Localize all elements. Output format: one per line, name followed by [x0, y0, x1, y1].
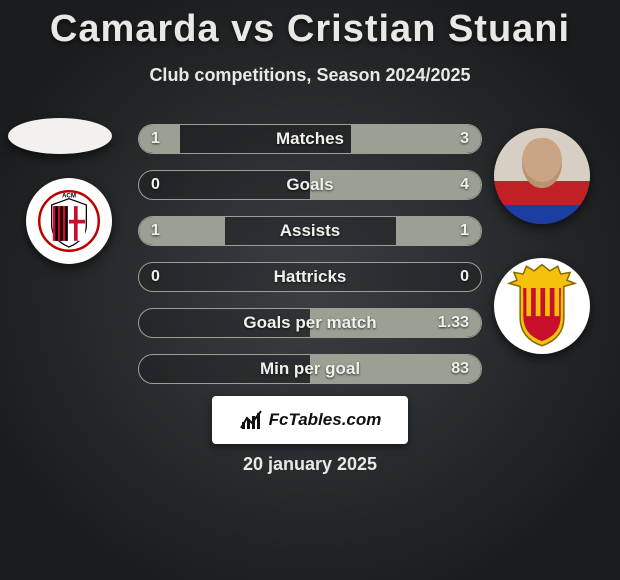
stat-row-goals: 0 Goals 4 — [138, 170, 482, 200]
stat-fill-right — [310, 171, 481, 199]
svg-text:ACM: ACM — [62, 192, 76, 199]
stat-value-right: 1 — [460, 222, 469, 240]
stat-value-left: 0 — [151, 176, 160, 194]
brand-text: FcTables.com — [269, 410, 382, 430]
player-left-avatar — [8, 118, 112, 154]
stat-label: Hattricks — [274, 267, 347, 287]
stat-value-left: 1 — [151, 222, 160, 240]
chart-icon — [239, 408, 263, 432]
stat-value-right: 0 — [460, 268, 469, 286]
club-right-badge — [494, 258, 590, 354]
stat-label: Goals per match — [243, 313, 376, 333]
stat-row-gpm: Goals per match 1.33 — [138, 308, 482, 338]
stat-value-right: 1.33 — [438, 314, 469, 332]
stat-value-left: 0 — [151, 268, 160, 286]
stat-row-matches: 1 Matches 3 — [138, 124, 482, 154]
subtitle: Club competitions, Season 2024/2025 — [0, 65, 620, 86]
stat-row-hattricks: 0 Hattricks 0 — [138, 262, 482, 292]
acmilan-icon: ACM — [38, 190, 100, 252]
page-title: Camarda vs Cristian Stuani — [0, 0, 620, 51]
stat-row-assists: 1 Assists 1 — [138, 216, 482, 246]
stat-value-right: 3 — [460, 130, 469, 148]
stat-value-left: 1 — [151, 130, 160, 148]
date-text: 20 january 2025 — [0, 454, 620, 475]
player-right-avatar — [494, 128, 590, 224]
stat-label: Min per goal — [260, 359, 360, 379]
brand-box: FcTables.com — [212, 396, 408, 444]
stats-container: 1 Matches 3 0 Goals 4 1 Assists 1 0 Hatt… — [138, 124, 482, 400]
stat-value-right: 83 — [451, 360, 469, 378]
stat-label: Goals — [286, 175, 333, 195]
stat-label: Assists — [280, 221, 340, 241]
girona-icon — [503, 262, 581, 350]
stat-value-right: 4 — [460, 176, 469, 194]
club-left-badge: ACM — [26, 178, 112, 264]
stat-row-mpg: Min per goal 83 — [138, 354, 482, 384]
stat-label: Matches — [276, 129, 344, 149]
